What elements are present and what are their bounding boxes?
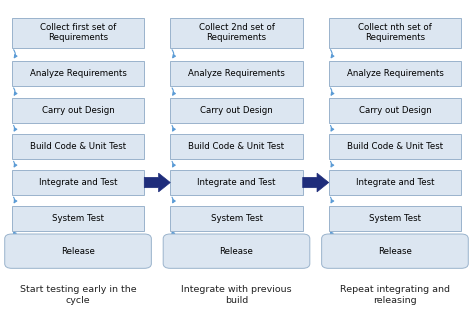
Text: Release: Release xyxy=(219,247,254,256)
FancyArrowPatch shape xyxy=(172,161,175,167)
Text: Analyze Requirements: Analyze Requirements xyxy=(188,69,285,78)
Text: Carry out Design: Carry out Design xyxy=(200,106,273,115)
FancyBboxPatch shape xyxy=(12,61,144,86)
FancyArrowPatch shape xyxy=(330,232,333,235)
FancyBboxPatch shape xyxy=(329,18,461,47)
FancyBboxPatch shape xyxy=(170,206,303,231)
Text: Integrate with previous
build: Integrate with previous build xyxy=(181,285,292,305)
Text: Collect 2nd set of
Requirements: Collect 2nd set of Requirements xyxy=(199,23,274,42)
Text: Start testing early in the
cycle: Start testing early in the cycle xyxy=(20,285,136,305)
Text: Build Code & Unit Test: Build Code & Unit Test xyxy=(347,142,443,151)
Text: Collect first set of
Requirements: Collect first set of Requirements xyxy=(40,23,116,42)
Text: Integrate and Test: Integrate and Test xyxy=(356,178,434,187)
FancyBboxPatch shape xyxy=(329,134,461,159)
Text: System Test: System Test xyxy=(52,214,104,223)
FancyBboxPatch shape xyxy=(12,206,144,231)
Text: Analyze Requirements: Analyze Requirements xyxy=(347,69,443,78)
FancyBboxPatch shape xyxy=(163,234,310,268)
FancyBboxPatch shape xyxy=(170,170,303,195)
Text: Integrate and Test: Integrate and Test xyxy=(197,178,276,187)
FancyArrowPatch shape xyxy=(331,161,334,167)
Text: Analyze Requirements: Analyze Requirements xyxy=(30,69,126,78)
Text: Build Code & Unit Test: Build Code & Unit Test xyxy=(188,142,285,151)
FancyBboxPatch shape xyxy=(329,206,461,231)
FancyArrowPatch shape xyxy=(331,88,334,95)
Text: Carry out Design: Carry out Design xyxy=(359,106,431,115)
FancyArrowPatch shape xyxy=(13,232,16,235)
FancyBboxPatch shape xyxy=(329,170,461,195)
FancyArrowPatch shape xyxy=(331,50,334,58)
Polygon shape xyxy=(303,173,329,192)
FancyBboxPatch shape xyxy=(5,234,151,268)
Polygon shape xyxy=(144,173,170,192)
FancyBboxPatch shape xyxy=(329,61,461,86)
FancyBboxPatch shape xyxy=(170,134,303,159)
Text: Release: Release xyxy=(61,247,95,256)
Text: System Test: System Test xyxy=(369,214,421,223)
FancyArrowPatch shape xyxy=(172,88,175,95)
FancyBboxPatch shape xyxy=(12,98,144,123)
FancyArrowPatch shape xyxy=(172,232,175,235)
Text: Repeat integrating and
releasing: Repeat integrating and releasing xyxy=(340,285,450,305)
FancyArrowPatch shape xyxy=(172,125,175,131)
FancyArrowPatch shape xyxy=(14,197,17,203)
FancyBboxPatch shape xyxy=(12,170,144,195)
Text: Release: Release xyxy=(378,247,412,256)
FancyArrowPatch shape xyxy=(331,125,334,131)
FancyArrowPatch shape xyxy=(14,88,17,95)
FancyBboxPatch shape xyxy=(170,98,303,123)
FancyBboxPatch shape xyxy=(170,18,303,47)
FancyArrowPatch shape xyxy=(331,197,334,203)
Text: Carry out Design: Carry out Design xyxy=(42,106,114,115)
Text: Integrate and Test: Integrate and Test xyxy=(39,178,117,187)
Text: System Test: System Test xyxy=(210,214,263,223)
FancyArrowPatch shape xyxy=(14,50,17,58)
FancyArrowPatch shape xyxy=(172,50,175,58)
Text: Collect nth set of
Requirements: Collect nth set of Requirements xyxy=(358,23,432,42)
FancyArrowPatch shape xyxy=(14,125,17,131)
FancyBboxPatch shape xyxy=(329,98,461,123)
FancyBboxPatch shape xyxy=(170,61,303,86)
FancyArrowPatch shape xyxy=(172,197,175,203)
FancyBboxPatch shape xyxy=(322,234,468,268)
Text: Build Code & Unit Test: Build Code & Unit Test xyxy=(30,142,126,151)
FancyArrowPatch shape xyxy=(14,161,17,167)
FancyBboxPatch shape xyxy=(12,134,144,159)
FancyBboxPatch shape xyxy=(12,18,144,47)
